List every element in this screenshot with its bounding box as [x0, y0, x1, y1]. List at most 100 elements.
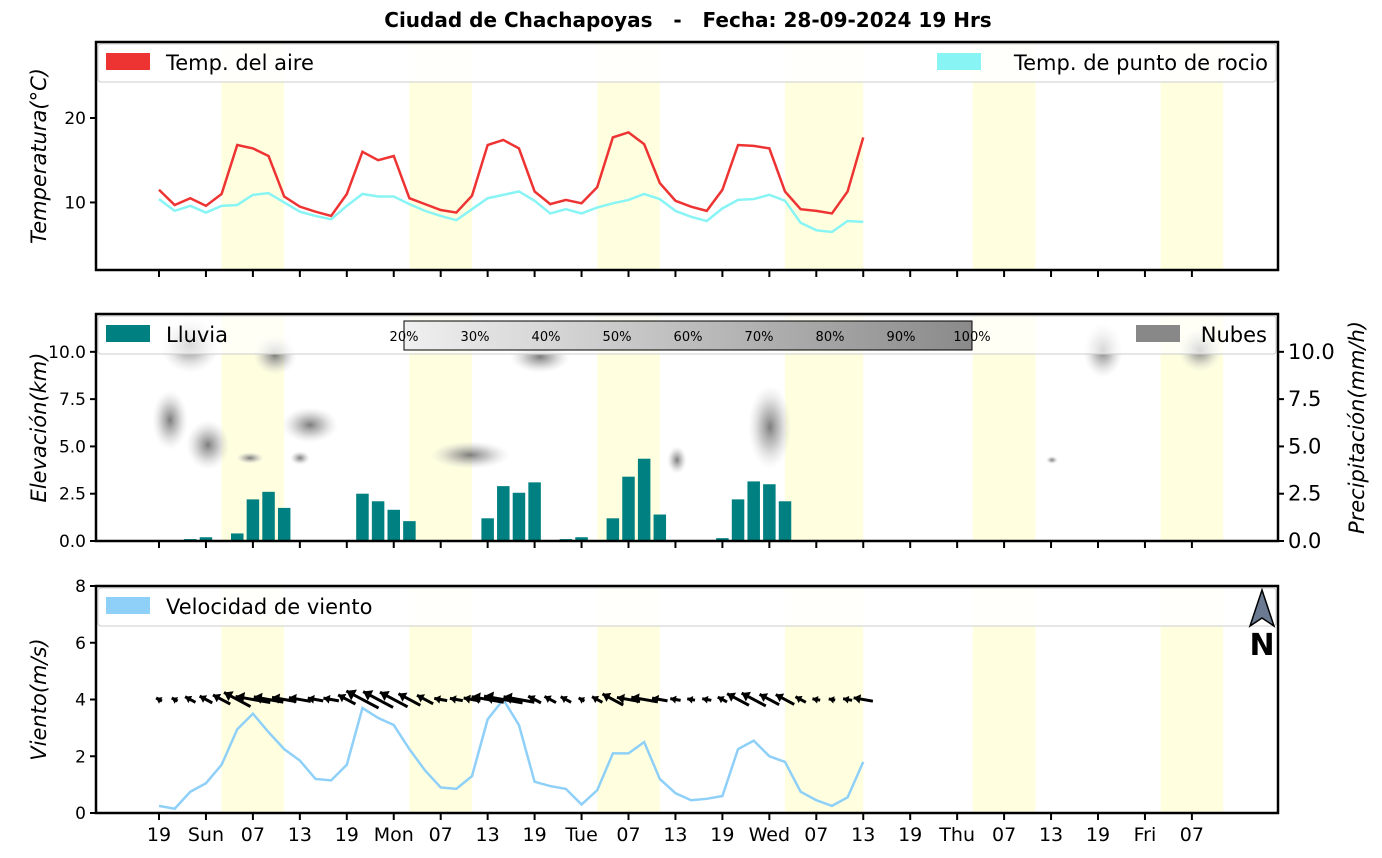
y-right-tick-label: 0.0 — [1288, 529, 1321, 553]
x-axis-labels: 19 Sun 07 13 19 Mon 07 13 19 Tue 07 13 19 Wed 07 13 19 Th… — [147, 824, 1204, 846]
north-label: N — [1249, 628, 1274, 663]
y-tick-label: 0 — [75, 804, 86, 824]
cloud-scale-label: 50% — [603, 330, 632, 345]
wind-legend: Velocidad de viento — [98, 588, 1276, 626]
rain-bar — [732, 499, 745, 541]
cloud-scale-label: 70% — [745, 330, 774, 345]
y-tick-label: 8 — [75, 577, 86, 597]
y-right-tick-label: 10.0 — [1288, 340, 1335, 364]
precip-legend: Lluvia Nubes 20%30%40%50%60%70%80%90%100… — [98, 316, 1276, 354]
cloud-scale-label: 80% — [816, 330, 845, 345]
rain-bar — [372, 501, 385, 541]
rain-bar — [356, 494, 369, 541]
y-tick-label: 4 — [75, 691, 86, 711]
wind-swatch — [106, 597, 150, 614]
cloud-scale-labels: 20%30%40%50%60%70%80%90%100% — [390, 330, 991, 345]
wind-arrow — [687, 696, 695, 704]
x-tick-label: Mon — [374, 824, 414, 846]
wind-legend-label: Velocidad de viento — [166, 595, 372, 619]
y-tick-label: 10.0 — [48, 343, 86, 363]
rain-bar — [654, 515, 667, 541]
x-tick-label: 07 — [1180, 824, 1204, 846]
rain-bar — [247, 499, 260, 541]
y-tick-label: 7.5 — [59, 390, 86, 410]
y-right-tick-label: 5.0 — [1288, 434, 1321, 458]
y-tick-label: 6 — [75, 634, 86, 654]
temp-air-legend-label: Temp. del aire — [165, 51, 314, 75]
dewpoint-swatch — [937, 53, 981, 70]
rain-bar — [528, 482, 541, 541]
x-tick-label: Wed — [749, 824, 790, 846]
x-tick-label: 19 — [523, 824, 547, 846]
rain-bar — [747, 481, 760, 541]
x-tick-label: 07 — [429, 824, 453, 846]
x-tick-label: 13 — [476, 824, 500, 846]
cloud-scale-label: 30% — [461, 330, 490, 345]
rain-bar — [513, 493, 526, 541]
y-tick-label: 2 — [75, 747, 86, 767]
x-tick-label: Tue — [564, 824, 597, 846]
y-tick-label: 0.0 — [59, 532, 86, 552]
cloud-scale-label: 40% — [532, 330, 561, 345]
cloud-legend-label: Nubes — [1201, 323, 1267, 347]
wind-arrow — [544, 696, 556, 703]
wind-arrow — [670, 696, 680, 704]
rain-bar — [607, 518, 620, 541]
cloud-scale-label: 100% — [953, 330, 990, 345]
rain-bar — [638, 459, 651, 541]
wind-arrow — [702, 696, 711, 704]
temp-air-swatch — [106, 53, 150, 70]
x-tick-label: 13 — [1039, 824, 1063, 846]
wind-arrow — [718, 696, 727, 703]
x-tick-label: 07 — [241, 824, 265, 846]
x-tick-label: 19 — [710, 824, 734, 846]
y-right-axis-label: Precipitación(mm/h) — [1345, 321, 1369, 534]
rain-legend-label: Lluvia — [166, 323, 228, 347]
wind-arrow — [200, 695, 213, 703]
y-right-tick-label: 7.5 — [1288, 387, 1321, 411]
cloud-swatch — [1136, 325, 1180, 342]
x-tick-label: 19 — [1086, 824, 1110, 846]
x-tick-label: 19 — [147, 824, 171, 846]
rain-bar — [481, 518, 494, 541]
y-tick-label: 10 — [64, 193, 86, 213]
y-tick-label: 5.0 — [59, 437, 86, 457]
y-tick-label: 20 — [64, 109, 86, 129]
y-tick-label: 2.5 — [59, 485, 86, 505]
wind-arrow — [561, 696, 571, 703]
cloud-scale-label: 90% — [887, 330, 916, 345]
x-tick-label: Fri — [1134, 824, 1157, 846]
temperature-legend: Temp. del aire Temp. de punto de rocio — [98, 44, 1276, 82]
x-tick-label: 13 — [851, 824, 875, 846]
wind-arrow — [185, 696, 195, 703]
x-tick-label: 13 — [663, 824, 687, 846]
rain-bar — [497, 486, 510, 541]
rain-bar — [763, 484, 776, 541]
rain-bar — [403, 521, 416, 541]
x-tick-label: 07 — [616, 824, 640, 846]
x-tick-label: 07 — [992, 824, 1016, 846]
rain-swatch — [106, 325, 150, 342]
x-tick-label: 07 — [804, 824, 828, 846]
x-tick-label: 19 — [335, 824, 359, 846]
y-axis-label: Viento(m/s) — [27, 638, 51, 760]
x-tick-label: Thu — [938, 824, 975, 846]
y-axis-label: Elevación(km) — [27, 353, 51, 503]
y-right-tick-label: 2.5 — [1288, 482, 1321, 506]
rain-bar — [278, 508, 291, 541]
rain-bar — [388, 510, 401, 541]
wind-arrow — [323, 695, 338, 704]
dewpoint-legend-label: Temp. de punto de rocio — [1013, 51, 1268, 75]
wind-arrow — [172, 697, 178, 704]
wind-arrow — [579, 697, 585, 704]
wind-arrow — [156, 697, 162, 704]
cloud-scale-label: 20% — [390, 330, 419, 345]
y-axis-label: Temperatura(°C) — [27, 68, 51, 244]
x-tick-label: 13 — [288, 824, 312, 846]
rain-bar — [779, 501, 792, 541]
chart-title: Ciudad de Chachapoyas - Fecha: 28-09-202… — [384, 8, 991, 32]
rain-bar — [622, 477, 635, 541]
x-tick-label: Sun — [188, 824, 224, 846]
